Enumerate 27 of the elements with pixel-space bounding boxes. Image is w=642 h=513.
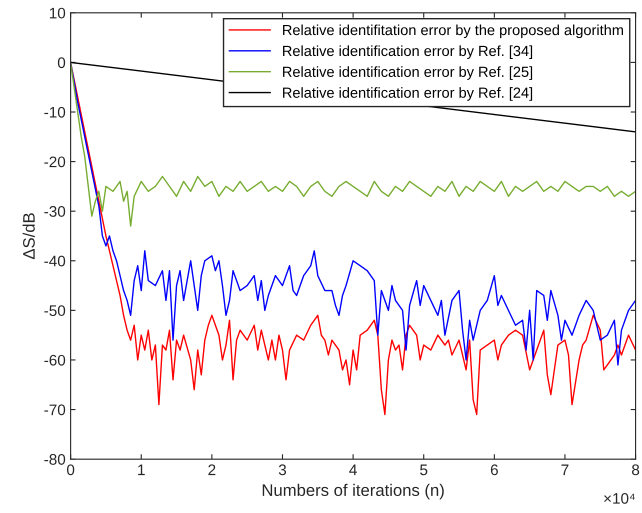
legend-label: Relative identifitation error by the proposed algorithm [283,24,623,38]
y-tick-label: 0 [58,57,66,68]
y-tick-label: -70 [44,404,66,416]
y-tick-label: -30 [44,206,66,217]
x-tick-label: 2 [208,464,216,476]
y-tick-label: -40 [44,256,66,266]
x-axis-title: Numbers of iterations (n) [262,484,444,500]
x-tick-label: 3 [278,464,286,476]
y-tick-label: -10 [44,106,66,118]
y-axis-title: ΔS/dB [22,213,35,260]
x-tick-label: 8 [632,464,640,476]
y-tick-label: -50 [44,305,66,316]
x-tick-label: 5 [420,464,428,476]
legend-label: Relative identification error by Ref. [25] [283,66,532,80]
y-tick-label: -60 [44,354,66,366]
y-tick-label: 10 [50,8,66,19]
y-tick-label: -80 [44,454,66,465]
legend-label: Relative identification error by Ref. [34] [283,45,532,59]
x-tick-label: 1 [138,464,145,476]
x-tick-label: 6 [490,464,498,476]
x-tick-label: 4 [349,464,357,476]
x-tick-label: 0 [66,464,74,476]
line-series [70,62,636,227]
text: ×10⁴ [604,493,635,504]
y-tick-label: -20 [44,156,66,168]
legend-label: Relative identification error by Ref. [24] [283,87,532,101]
x-tick-label: 7 [561,464,568,476]
